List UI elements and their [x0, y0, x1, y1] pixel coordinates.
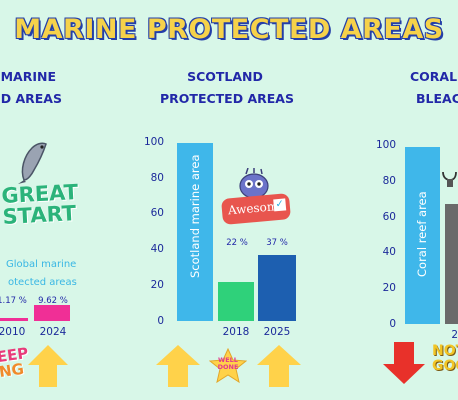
- well-done-line1: WELL: [218, 356, 238, 364]
- right-y-tick-0: 0: [389, 318, 396, 330]
- well-done-star-icon: [209, 348, 247, 384]
- right-x-partial: 2: [451, 329, 458, 341]
- great-start-sticker: GREAT START: [1, 180, 80, 229]
- right-panel-heading: CORAL BLEAC: [400, 66, 458, 110]
- mid-y-tick-40: 40: [150, 243, 164, 255]
- mid-left-up-arrow-icon: [156, 345, 200, 387]
- left-bar-2024: [34, 305, 70, 321]
- right-heading-line1: CORAL: [410, 69, 458, 84]
- left-caption-line1: Global marine: [6, 259, 77, 270]
- keep-going-sticker: EEP NG: [0, 344, 31, 382]
- right-y-tick-40: 40: [382, 246, 396, 258]
- middle-heading-line1: SCOTLAND: [187, 69, 263, 84]
- left-pct-2010: 1.17 %: [0, 296, 27, 306]
- middle-heading-line2: PROTECTED AREAS: [160, 91, 294, 106]
- not-good-sticker: NOT GOO: [432, 344, 458, 374]
- mid-right-up-arrow-icon: [257, 345, 301, 387]
- left-panel-heading: MARINE ED AREAS: [0, 66, 80, 110]
- well-done-text: WELL DONE: [214, 357, 242, 371]
- mid-y-tick-0: 0: [157, 315, 164, 327]
- mid-bar-scotland-label: Scotland marine area: [188, 154, 202, 279]
- left-heading-line2: ED AREAS: [0, 91, 62, 106]
- mid-bar-2025: [258, 255, 296, 321]
- left-caption-line2: otected areas: [8, 277, 77, 288]
- mid-y-tick-20: 20: [150, 279, 164, 291]
- not-good-line1: NOT: [432, 343, 458, 359]
- left-x-2024: 2024: [39, 326, 67, 338]
- well-done-line2: DONE: [217, 363, 239, 371]
- mid-y-tick-60: 60: [150, 207, 164, 219]
- fish-icon: [18, 142, 47, 184]
- left-up-arrow-icon: [28, 345, 68, 387]
- checkmark-icon: ✓: [273, 198, 287, 212]
- mid-y-tick-100: 100: [143, 136, 164, 148]
- mid-x-2018: 2018: [222, 326, 250, 338]
- not-good-line2: GOO: [432, 358, 458, 374]
- keep-going-line2: NG: [0, 359, 26, 382]
- left-bar-2010: [0, 318, 28, 321]
- right-down-arrow-icon: [383, 342, 425, 384]
- mid-pct-2025: 37 %: [266, 238, 288, 248]
- right-y-tick-100: 100: [375, 139, 396, 151]
- right-bar-coral-area: [405, 147, 440, 324]
- mid-x-2025: 2025: [263, 326, 291, 338]
- right-heading-line2: BLEAC: [416, 91, 458, 106]
- right-y-tick-80: 80: [382, 175, 396, 187]
- mid-y-tick-80: 80: [150, 172, 164, 184]
- monster-icon: [239, 168, 269, 199]
- left-x-2010: 2010: [0, 326, 26, 338]
- right-bar-grey: [445, 204, 458, 324]
- right-y-tick-20: 20: [382, 282, 396, 294]
- left-pct-2024: 9.62 %: [38, 296, 68, 306]
- mid-pct-2018: 22 %: [226, 238, 248, 248]
- bull-doodle-icon: [442, 171, 457, 187]
- mid-bar-scotland-area: [177, 143, 213, 321]
- mid-bar-2018: [218, 282, 254, 321]
- page-title: MARINE PROTECTED AREAS: [14, 14, 444, 45]
- middle-panel-heading: SCOTLAND PROTECTED AREAS: [160, 66, 294, 110]
- awesome-sticker: Awesome ✓: [220, 193, 292, 225]
- right-y-tick-60: 60: [382, 211, 396, 223]
- great-start-line2: START: [1, 201, 77, 229]
- left-caption: Global marine otected areas: [4, 256, 94, 292]
- right-bar-coral-label: Coral reef area: [415, 191, 429, 277]
- left-heading-line1: MARINE: [0, 69, 56, 84]
